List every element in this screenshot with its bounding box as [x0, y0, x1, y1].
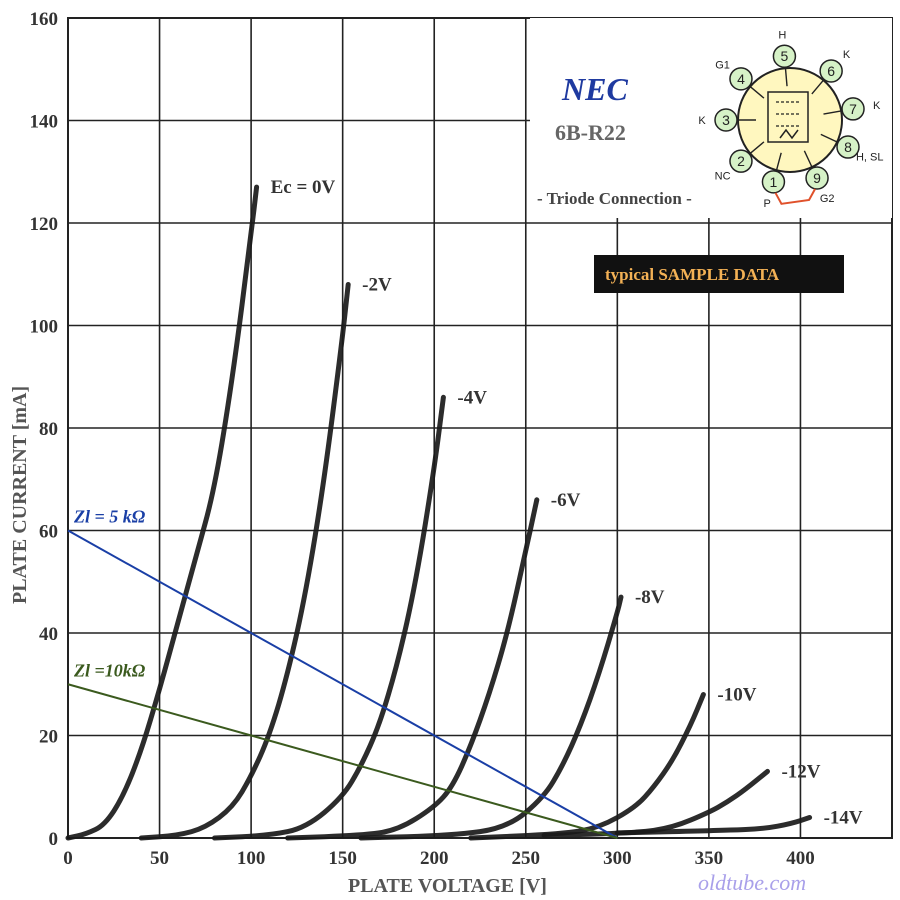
y-tick-label: 160: [30, 9, 59, 30]
pin-circle: [714, 108, 738, 132]
pin-circle: [819, 59, 843, 83]
pin-label: NC: [715, 170, 731, 182]
pin-strap: [774, 188, 816, 205]
x-tick-label: 400: [786, 848, 815, 869]
pin-circle: [772, 44, 797, 68]
curve-label: -14V: [824, 808, 863, 829]
y-tick-label: 20: [39, 727, 58, 748]
x-tick-label: 50: [150, 848, 169, 869]
x-tick-label: 200: [420, 848, 449, 869]
grid-electrodes: [776, 101, 800, 127]
brand-name: NEC: [561, 71, 628, 107]
electrode-outline: [767, 91, 809, 143]
connection-note: - Triode Connection -: [537, 189, 692, 208]
pin-number: 5: [781, 48, 789, 64]
pin-label: H, SL: [856, 151, 884, 163]
pin-number: 6: [827, 63, 835, 79]
pin-number: 3: [722, 112, 730, 128]
plate-curve: [285, 497, 540, 841]
x-tick-label: 300: [603, 848, 632, 869]
plate-curve: [614, 815, 813, 836]
pin-number: 2: [737, 153, 745, 169]
x-tick-label: 250: [512, 848, 541, 869]
x-tick-label: 350: [695, 848, 724, 869]
pin-circle: [841, 97, 865, 121]
y-tick-label: 140: [30, 112, 59, 133]
plate-curve: [65, 184, 260, 841]
pin-lead: [749, 86, 765, 99]
plate-curve: [468, 692, 706, 841]
y-tick-label: 80: [39, 419, 58, 440]
plate-curves: Ec = 0V -2V -4V -6V -8V -10V -12V -14V: [65, 177, 863, 841]
curve-label: -2V: [362, 275, 392, 296]
badge-background: [594, 255, 844, 293]
pin-label: K: [843, 49, 851, 61]
pin-circle: [805, 166, 829, 190]
y-tick-label: 40: [39, 624, 58, 645]
pin-lead: [811, 79, 824, 95]
load-lines: Zl = 5 kΩ Zl =10kΩ: [67, 507, 618, 839]
pin-number: 7: [849, 101, 857, 117]
curve-label: -6V: [551, 490, 581, 511]
load-line: [67, 683, 618, 839]
curve-label: -12V: [781, 761, 820, 782]
pin-lead: [749, 141, 765, 154]
curve-label: -8V: [635, 587, 665, 608]
pin-label: G2: [820, 193, 835, 205]
load-line-label: Zl = 5 kΩ: [73, 507, 146, 527]
x-tick-label: 0: [63, 848, 73, 869]
pin-label: G1: [715, 60, 730, 72]
plate-curve: [541, 768, 770, 838]
pin-circle: [836, 135, 860, 159]
pin-lead: [784, 68, 788, 87]
plate-curve: [138, 282, 351, 841]
y-tick-label: 0: [49, 829, 59, 850]
pin-label: K: [698, 115, 706, 127]
plate-curve: [212, 394, 446, 841]
pin-number: 9: [813, 170, 821, 186]
heater-symbol: [779, 128, 799, 140]
axis-ticks: 0 50 100 150 200 250 300 350 400 0 20 40 60 80 100 120 1…: [30, 9, 815, 869]
load-line: [67, 529, 618, 839]
pin-number: 1: [770, 174, 778, 190]
x-tick-label: 150: [328, 848, 357, 869]
load-line-label: Zl =10kΩ: [73, 660, 146, 680]
pin-lead: [775, 152, 782, 171]
y-tick-label: 120: [30, 214, 59, 235]
x-axis-title: PLATE VOLTAGE [V]: [348, 875, 547, 897]
pin-lead: [820, 133, 838, 143]
x-tick-label: 100: [237, 848, 266, 869]
curve-label: -10V: [717, 685, 756, 706]
tube-model: 6B-R22: [555, 120, 626, 145]
plate-curve: [358, 594, 624, 841]
pin-circle: [761, 170, 786, 194]
badge-text: typical SAMPLE DATA: [605, 265, 780, 284]
y-tick-label: 100: [30, 317, 59, 338]
pin-lead: [803, 150, 813, 168]
pin-label: H: [778, 29, 786, 41]
pin-number: 8: [844, 139, 852, 155]
pin-number: 4: [737, 71, 745, 87]
pin-circle: [729, 149, 753, 173]
watermark-text: oldtube.com: [698, 870, 806, 895]
pin-circle: [729, 67, 753, 91]
curve-label: -4V: [457, 387, 487, 408]
curve-label: Ec = 0V: [271, 177, 336, 198]
pin-lead: [823, 110, 842, 115]
sample-data-badge: typical SAMPLE DATA: [594, 255, 844, 293]
y-axis-title: PLATE CURRENT [mA]: [9, 386, 31, 604]
pin-label: P: [764, 198, 771, 210]
pin-label: K: [873, 100, 881, 112]
y-tick-label: 60: [39, 522, 58, 543]
